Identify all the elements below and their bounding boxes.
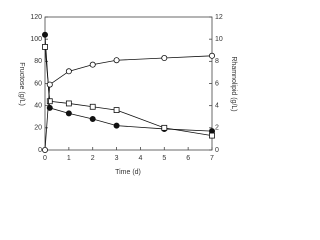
series-line [44,46,213,136]
y2-tick-label: 6 [215,80,219,87]
x-tick-label: 6 [186,155,190,162]
marker [46,98,53,105]
x-tick-label: 4 [138,155,142,162]
marker [161,124,168,131]
marker [65,110,72,117]
marker [65,68,72,75]
y-tick-label: 80 [34,58,42,65]
y-axis-title: Fructose (g/L) [18,62,25,106]
marker [42,31,49,38]
series-line [44,34,213,132]
x-tick-label: 7 [210,155,214,162]
marker [161,55,168,62]
y2-tick-label: 12 [215,14,223,21]
x-tick-label: 2 [91,155,95,162]
marker [113,57,120,64]
y-tick-label: 0 [38,147,42,154]
y2-tick-label: 2 [215,125,219,132]
marker [89,115,96,122]
marker [113,122,120,129]
y-tick-label: 20 [34,125,42,132]
x-tick-label: 0 [43,155,47,162]
y2-tick-label: 8 [215,58,219,65]
y2-axis-title: Rhamnolipid (g/L) [230,56,237,111]
y-tick-label: 40 [34,103,42,110]
marker [113,107,120,113]
x-tick-label: 5 [162,155,166,162]
marker [65,100,72,107]
marker [46,81,53,88]
y2-tick-label: 0 [215,147,219,154]
marker [208,52,215,59]
y-tick-label: 60 [34,80,42,87]
x-axis-title: Time (d) [115,169,141,176]
marker [42,146,49,153]
y-tick-label: 120 [30,14,42,21]
y2-tick-label: 4 [215,103,219,110]
marker [42,44,48,50]
y2-tick-label: 10 [215,36,223,43]
y-tick-label: 100 [30,36,42,43]
x-tick-label: 3 [115,155,119,162]
chart: Time (d) Fructose (g/L) Rhamnolipid (g/L… [18,14,237,176]
marker [89,61,96,68]
x-tick-label: 1 [67,155,71,162]
marker [209,132,215,139]
marker [89,103,96,110]
